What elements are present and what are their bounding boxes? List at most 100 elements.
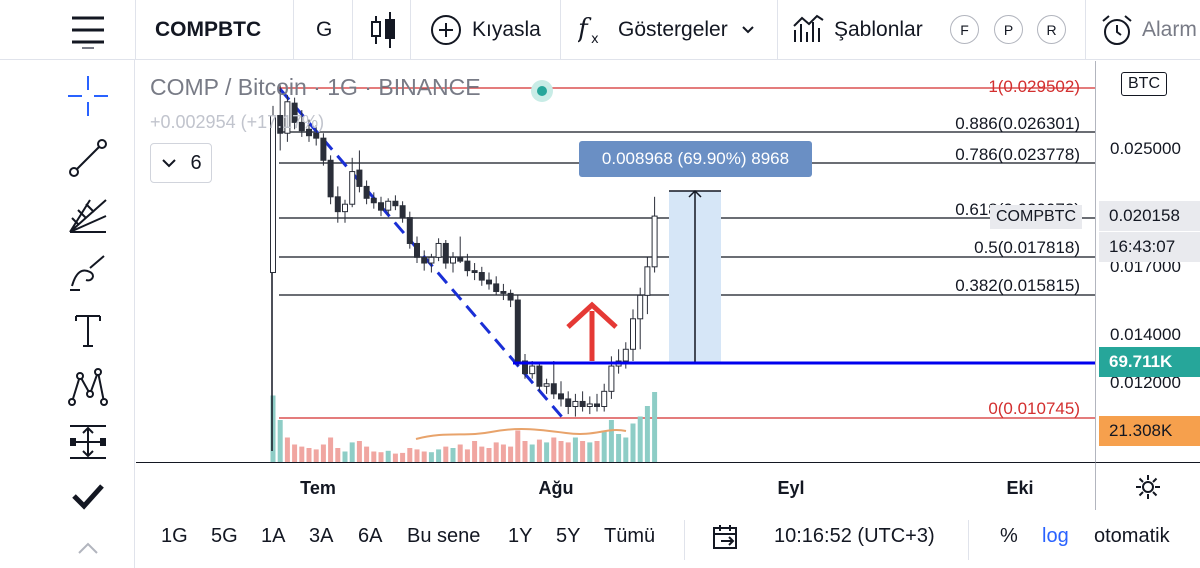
interval-button[interactable]: G bbox=[316, 18, 333, 41]
candle-body bbox=[579, 400, 586, 407]
volume-bar bbox=[306, 448, 312, 462]
checkmark-icon[interactable] bbox=[60, 468, 116, 524]
volume-bar bbox=[400, 452, 406, 462]
templates-button[interactable]: Şablonlar bbox=[792, 0, 923, 60]
volume-bar bbox=[320, 444, 326, 462]
range-1m-button[interactable]: 1A bbox=[261, 525, 286, 547]
candle-body bbox=[334, 196, 341, 213]
time-axis[interactable]: Tem Ağu Eyl Eki bbox=[136, 462, 1095, 510]
red-up-arrow[interactable] bbox=[566, 301, 618, 361]
symbol-search-button[interactable]: COMPBTC bbox=[155, 18, 262, 41]
volume-bar bbox=[594, 441, 600, 462]
range-all-button[interactable]: Tümü bbox=[604, 525, 656, 547]
volume-bar bbox=[292, 444, 298, 462]
log-scale-toggle[interactable]: log bbox=[1042, 525, 1069, 547]
templates-icon bbox=[793, 14, 824, 42]
layout-r-button[interactable]: R bbox=[1037, 15, 1066, 44]
volume-bar bbox=[572, 437, 578, 462]
currency-badge[interactable]: BTC bbox=[1121, 72, 1167, 96]
candle-body bbox=[651, 215, 658, 268]
volume-bar bbox=[493, 442, 499, 462]
bottom-toolbar: 1G 5G 1A 3A 6A Bu sene 1Y 5Y Tümü 10:16:… bbox=[136, 510, 1200, 568]
volume-bar bbox=[472, 441, 478, 462]
alarm-clock-icon bbox=[1102, 15, 1132, 45]
range-1y-button[interactable]: 1Y bbox=[508, 525, 533, 547]
time-label: Ağu bbox=[538, 478, 574, 498]
chart-settings-button[interactable] bbox=[1095, 462, 1200, 510]
candle-body bbox=[471, 270, 478, 274]
time-label: Eki bbox=[1006, 478, 1034, 498]
volume-bar bbox=[277, 420, 283, 462]
volume-bar bbox=[356, 441, 362, 462]
volume-bar bbox=[364, 446, 370, 462]
fib-label-0786: 0.786(0.023778) bbox=[955, 145, 1080, 164]
candle-body bbox=[421, 256, 428, 264]
candles[interactable] bbox=[270, 85, 658, 417]
layout-f-button[interactable]: F bbox=[950, 15, 979, 44]
auto-scale-toggle[interactable]: otomatik bbox=[1094, 525, 1170, 547]
candle-body bbox=[558, 393, 564, 400]
candle-body bbox=[414, 242, 420, 258]
range-1d-button[interactable]: 1G bbox=[161, 525, 188, 547]
crosshair-icon[interactable] bbox=[60, 68, 116, 124]
candle-body bbox=[594, 403, 600, 407]
range-5y-button[interactable]: 5Y bbox=[556, 525, 581, 547]
fib-label-1: 1(0.029502) bbox=[988, 77, 1080, 96]
volume-bar bbox=[652, 392, 658, 462]
timezone-button[interactable]: 10:16:52 (UTC+3) bbox=[774, 525, 935, 547]
candle-body bbox=[291, 102, 298, 123]
layout-p-button[interactable]: P bbox=[994, 15, 1023, 44]
candle-body bbox=[529, 365, 536, 375]
time-label: Tem bbox=[300, 478, 336, 498]
gann-fan-icon[interactable] bbox=[60, 186, 116, 242]
fib-label-05: 0.5(0.017818) bbox=[974, 238, 1080, 257]
market-status-dot[interactable] bbox=[531, 80, 553, 102]
brush-icon[interactable] bbox=[60, 246, 116, 302]
compare-label: Kıyasla bbox=[472, 18, 541, 41]
volume-bar bbox=[515, 430, 521, 462]
volume-bar bbox=[587, 442, 593, 462]
price-axis[interactable]: BTC 0.025000 0.017000 0.014000 0.012000 … bbox=[1095, 61, 1200, 463]
indicators-collapse-button[interactable]: 6 bbox=[150, 143, 212, 183]
measure-icon[interactable] bbox=[60, 414, 116, 470]
candle-body bbox=[385, 200, 392, 211]
volume-bar bbox=[479, 446, 485, 462]
candle-body bbox=[442, 242, 449, 264]
symbol-tag: COMPBTC bbox=[990, 205, 1082, 229]
candle-body bbox=[450, 256, 456, 264]
fib-label-0886: 0.886(0.026301) bbox=[955, 114, 1080, 133]
menu-icon[interactable] bbox=[68, 0, 108, 60]
time-label: Eyl bbox=[777, 478, 805, 498]
range-6m-button[interactable]: 6A bbox=[358, 525, 383, 547]
volume-bar bbox=[385, 450, 391, 462]
alarm-button[interactable]: Alarm bbox=[1100, 0, 1197, 60]
volume-bar bbox=[443, 446, 449, 462]
volume-bar bbox=[630, 423, 636, 462]
volume-bar bbox=[580, 441, 586, 462]
price-label: 0.012000 bbox=[1110, 373, 1181, 392]
range-3m-button[interactable]: 3A bbox=[309, 525, 334, 547]
trend-line-icon[interactable] bbox=[60, 130, 116, 186]
compare-button[interactable]: Kıyasla bbox=[430, 0, 541, 60]
pattern-icon[interactable] bbox=[60, 358, 116, 414]
gear-icon bbox=[1136, 474, 1160, 499]
go-to-date-icon[interactable] bbox=[711, 523, 741, 557]
chevron-up-icon[interactable] bbox=[60, 530, 116, 568]
volume-value-tag: 21.308K bbox=[1099, 416, 1200, 446]
candle-body bbox=[586, 403, 593, 407]
range-5d-button[interactable]: 5G bbox=[211, 525, 238, 547]
percent-scale-toggle[interactable]: % bbox=[1000, 525, 1018, 547]
templates-label: Şablonlar bbox=[834, 18, 923, 41]
candle-body bbox=[306, 128, 312, 137]
candle-body bbox=[399, 205, 406, 219]
volume-bar bbox=[529, 444, 535, 462]
volume-bar bbox=[565, 442, 571, 462]
range-ytd-button[interactable]: Bu sene bbox=[407, 525, 481, 547]
drawing-toolbar bbox=[0, 60, 135, 568]
candles-style-icon[interactable] bbox=[368, 0, 398, 60]
volume-bar bbox=[342, 451, 348, 462]
current-price-tag: 0.020158 bbox=[1099, 201, 1200, 231]
plus-circle-icon bbox=[431, 15, 461, 45]
text-tool-icon[interactable] bbox=[60, 302, 116, 358]
